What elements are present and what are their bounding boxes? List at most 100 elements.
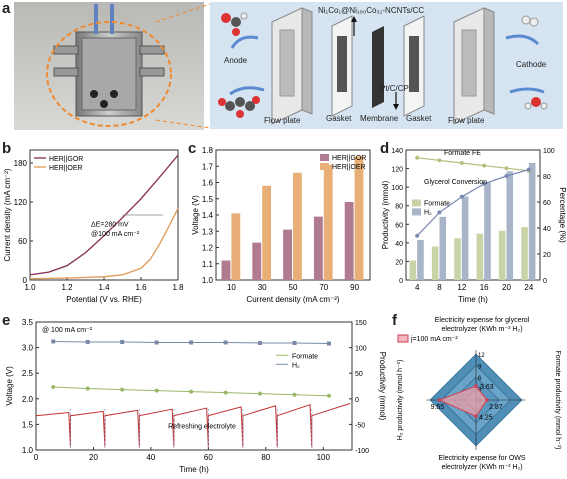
bar-Formate-24 <box>521 227 528 280</box>
bar-HER||GOR-90 <box>344 202 354 280</box>
bar-H₂-12 <box>461 196 469 280</box>
y2-tick-label: 100 <box>355 346 367 353</box>
x-tick-label: 1.8 <box>172 283 184 292</box>
panel-label-a: a <box>2 0 11 17</box>
y-tick-label: 1.3 <box>202 227 214 236</box>
h2-point <box>258 340 263 345</box>
part-flow-plate-2: Flow plate <box>448 116 485 125</box>
panel-label-b: b <box>2 140 12 157</box>
h2-point <box>327 341 332 346</box>
y-tick-label: 1.5 <box>202 195 214 204</box>
panel-label-e: e <box>2 312 11 329</box>
y2-tick-label: 100 <box>543 148 555 155</box>
bar-H₂-4 <box>417 240 424 280</box>
x-tick-label: 24 <box>524 283 533 292</box>
formate-point <box>154 388 159 393</box>
bar-HER||GOR-70 <box>313 216 323 280</box>
line-point-0 <box>459 161 464 165</box>
bar-H₂-24 <box>528 163 536 280</box>
bar-H₂-8 <box>439 216 447 280</box>
bar-HER||OER-50 <box>293 172 302 280</box>
radar-point <box>474 384 478 388</box>
legend-label: HER||GOR <box>332 155 366 162</box>
legend-swatch <box>412 199 421 207</box>
x-tick-label: 16 <box>480 283 489 292</box>
line-point-1 <box>437 210 442 215</box>
bar-HER||GOR-30 <box>252 242 262 280</box>
condition-label: @ 100 mA cm⁻² <box>42 327 93 334</box>
x-tick-label: 70 <box>319 283 328 292</box>
y-tick-label: 60 <box>18 237 27 246</box>
y-tick-label: 3.0 <box>22 344 34 353</box>
y2-tick-label: -50 <box>355 422 365 429</box>
x-tick-label: 20 <box>502 283 511 292</box>
h2-point <box>120 339 125 344</box>
pt-label: Pt/C/CP <box>380 84 409 93</box>
x-tick-label: 40 <box>146 453 155 462</box>
line-point-1 <box>526 167 531 172</box>
cathode-label: Cathode <box>516 60 547 69</box>
y-tick-label: 0 <box>399 278 403 285</box>
bar-H₂-20 <box>506 171 514 280</box>
y-tick-label: 1.0 <box>202 276 214 285</box>
line-point-0 <box>504 166 509 171</box>
bar-Formate-12 <box>454 238 461 280</box>
x-tick-label: 90 <box>350 283 359 292</box>
legend-label: HER||GOR <box>49 156 83 163</box>
fe-label: Formate FE <box>444 150 481 157</box>
y-tick-label: 1.8 <box>202 146 214 155</box>
y2-axis-label: Percentage (%) <box>558 187 567 243</box>
bar-Formate-8 <box>431 246 439 280</box>
radar-tick: 12 <box>478 353 485 359</box>
x-tick-label: 12 <box>457 283 466 292</box>
series-line-1 <box>29 208 179 280</box>
legend-swatch <box>320 163 329 170</box>
formate-point <box>258 391 263 396</box>
line-point-1 <box>459 194 464 199</box>
bottom-line-2: electrolyzer (KWh m⁻³ H₂) <box>441 464 522 471</box>
bottom-line-1: Electricity expense for OWS <box>438 455 525 462</box>
y-tick-label: 80 <box>395 204 403 211</box>
title-line-2: electrolyzer (KWh m⁻³ H₂) <box>441 326 522 333</box>
y-tick-label: 0 <box>23 276 28 285</box>
bar-H₂-16 <box>484 182 491 280</box>
line-point-0 <box>415 155 420 160</box>
value-top: 3.63 <box>480 384 494 391</box>
y-tick-label: 40 <box>395 241 403 248</box>
chart-c: 1.0 1.1 1.2 1.3 1.4 1.5 1.6 1.7 1.8 10 30 50 70 90 Cur… <box>191 146 371 304</box>
panel-e: e 0 20 40 60 80 100 1.0 1.5 2.0 2.5 3.0 3.5 -100 -50 0… <box>0 312 390 479</box>
formate-point <box>189 389 194 394</box>
y2-tick-label: -100 <box>355 448 369 455</box>
zoom-lines <box>155 3 211 129</box>
plot-frame <box>35 321 353 451</box>
h2-point <box>154 340 159 345</box>
radar-point <box>474 414 478 419</box>
value-bottom: 4.25 <box>479 414 493 421</box>
y2-tick-label: 60 <box>543 200 551 207</box>
cell-schematic: Ni₁Co₁@Ni₁₀₀Co₃₁-NCNTs/CC Anode Cathode … <box>210 2 563 129</box>
y-axis-label: Productivity (mmol) <box>381 180 390 249</box>
y-tick-label: 180 <box>14 159 28 168</box>
annotation-1: ΔE=280 mV <box>91 222 129 229</box>
panel-f: f Electricity expense for glycerol electr… <box>390 312 567 479</box>
formate-point <box>51 385 56 390</box>
chart-b: 1.0 1.2 1.4 1.6 1.8 0 60 120 180 Potential (V vs.… <box>3 149 184 304</box>
part-gasket-1: Gasket <box>326 114 352 123</box>
y2-tick-label: 0 <box>355 397 359 404</box>
y-tick-label: 1.1 <box>202 260 214 269</box>
y2-tick-label: 150 <box>355 320 367 327</box>
legend-swatch <box>412 208 421 216</box>
x-tick-label: 60 <box>204 453 213 462</box>
radar-tick: 9 <box>478 365 482 371</box>
line-point-0 <box>437 158 442 163</box>
formate-point <box>327 393 332 398</box>
line-0 <box>417 157 529 172</box>
legend-label: HER||OER <box>332 164 366 171</box>
x-tick-label: 20 <box>89 453 98 462</box>
bar-Formate-4 <box>409 260 417 280</box>
legend-label: HER||OER <box>49 165 83 172</box>
x-axis-label: Potential (V vs. RHE) <box>66 295 142 304</box>
bar-Formate-20 <box>498 230 506 280</box>
y-tick-label: 60 <box>395 222 403 229</box>
y-tick-label: 2.0 <box>22 395 34 404</box>
